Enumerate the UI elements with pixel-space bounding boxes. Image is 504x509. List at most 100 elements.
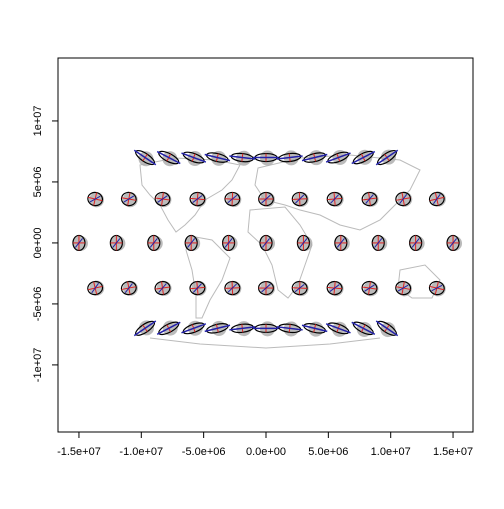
indicatrix xyxy=(428,191,446,207)
ellipse xyxy=(395,191,412,207)
stretch xyxy=(157,195,168,203)
x-tick-label: 1.5e+07 xyxy=(433,446,473,458)
stretch xyxy=(204,153,231,162)
indicatrix xyxy=(325,149,351,165)
indicatrix xyxy=(351,321,376,337)
indicatrix xyxy=(395,191,413,207)
stretch xyxy=(325,323,351,334)
stretch xyxy=(204,324,231,333)
stretch xyxy=(112,238,121,248)
indicatrix xyxy=(325,321,351,337)
x-tick-label: -5.0e+06 xyxy=(182,446,226,458)
stretch xyxy=(449,238,458,248)
indicatrix xyxy=(326,191,344,207)
indicatrix xyxy=(224,280,242,296)
indicatrix xyxy=(276,150,303,166)
indicatrix xyxy=(189,191,207,208)
stretch xyxy=(325,152,351,163)
stretch xyxy=(299,238,308,248)
stretch xyxy=(351,321,376,335)
indicatrix xyxy=(301,150,328,166)
x-tick-label: 5.0e+06 xyxy=(308,446,348,458)
stretch xyxy=(156,321,181,335)
stretch xyxy=(187,238,196,248)
ellipse xyxy=(326,280,343,296)
indicatrix xyxy=(351,149,376,165)
stretch xyxy=(91,282,99,294)
indicatrix xyxy=(334,234,350,252)
indicatrix xyxy=(258,191,275,208)
eurasia xyxy=(254,154,421,231)
ellipse xyxy=(189,280,206,296)
y-tick-label: 1e+07 xyxy=(32,105,44,136)
indicatrix xyxy=(446,234,463,252)
indicatrix xyxy=(109,234,126,252)
stretch xyxy=(74,238,83,248)
indicatrix xyxy=(276,321,303,337)
indicatrix xyxy=(181,151,207,167)
indicatrix xyxy=(395,280,413,297)
indicatrix xyxy=(326,280,344,297)
stretch xyxy=(133,320,157,337)
indicatrix xyxy=(87,280,105,296)
indicatrix xyxy=(189,280,207,296)
stretch xyxy=(156,150,181,165)
y-tick-label: 0e+00 xyxy=(32,227,44,258)
indicatrix xyxy=(409,234,425,252)
indicatrix xyxy=(154,280,172,296)
stretch xyxy=(375,149,399,166)
indicatrix xyxy=(204,150,231,166)
indicatrix xyxy=(181,320,207,336)
indicatrix xyxy=(184,234,201,252)
stretch xyxy=(192,195,203,203)
stretch xyxy=(330,194,339,204)
indicatrix xyxy=(229,321,256,337)
stretch xyxy=(364,284,375,292)
stretch xyxy=(301,153,328,162)
stretch xyxy=(433,193,441,205)
stretch xyxy=(329,284,340,292)
stretch xyxy=(276,155,303,160)
stretch xyxy=(227,194,238,204)
indicatrix xyxy=(224,191,242,208)
indicatrix xyxy=(361,191,379,207)
stretch xyxy=(411,238,420,248)
indicatrix xyxy=(296,234,313,252)
ellipse xyxy=(291,280,308,296)
stretch xyxy=(158,283,167,293)
ellipse xyxy=(258,280,274,296)
stretch xyxy=(431,284,443,292)
indicatrix xyxy=(133,149,157,167)
stretch xyxy=(224,238,233,248)
stretch xyxy=(89,195,101,203)
stretch xyxy=(365,194,374,204)
stretch xyxy=(374,238,383,248)
antarctica xyxy=(149,337,381,349)
stretch xyxy=(229,155,256,160)
indicatrix xyxy=(252,150,279,166)
stretch xyxy=(397,284,409,292)
indicatrix xyxy=(375,149,399,166)
stretch xyxy=(229,326,256,331)
indicatrix xyxy=(154,191,172,208)
indicatrix xyxy=(72,234,88,252)
stretch xyxy=(227,283,237,293)
stretch xyxy=(262,238,270,248)
indicatrix xyxy=(252,321,279,337)
indicatrix xyxy=(120,191,138,208)
indicatrix xyxy=(133,320,157,337)
x-tick-label: -1.5e+07 xyxy=(57,446,101,458)
south-america xyxy=(185,235,231,319)
indicatrix xyxy=(221,234,238,252)
y-tick-label: 5e+06 xyxy=(32,166,44,197)
indicatrix xyxy=(229,150,256,166)
indicatrix xyxy=(156,320,181,336)
x-tick-label: -1.0e+07 xyxy=(119,446,163,458)
indicatrix xyxy=(147,234,163,252)
stretch xyxy=(336,238,345,248)
indicatrix xyxy=(428,280,446,297)
y-tick-label: -1e+07 xyxy=(32,348,44,383)
indicatrix xyxy=(371,234,388,252)
